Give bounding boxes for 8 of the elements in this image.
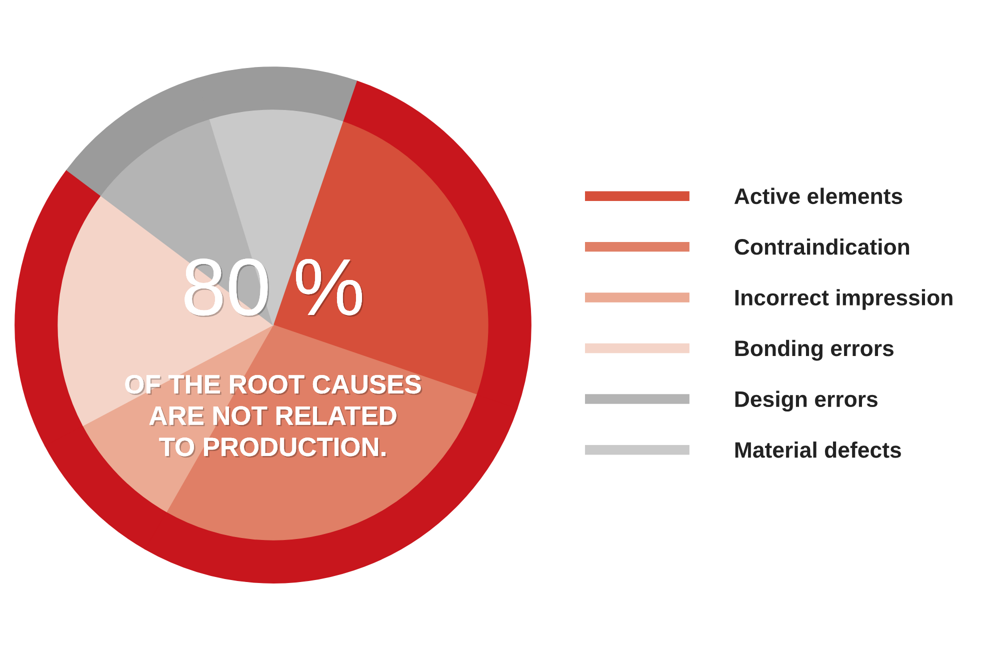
legend-label: Incorrect impression (735, 289, 952, 310)
legend-label: Contraindication (734, 238, 910, 255)
text: 80 % (184, 258, 364, 318)
text: OF THE ROOT CAUSES ARE NOT RELATED TO PRODUCTION. (125, 374, 422, 458)
legend-label: Material defects (735, 442, 901, 458)
legend-label: Design errors (735, 390, 878, 412)
legend-label: Active elements (734, 188, 902, 204)
legend-label: Bonding errors (735, 340, 894, 361)
